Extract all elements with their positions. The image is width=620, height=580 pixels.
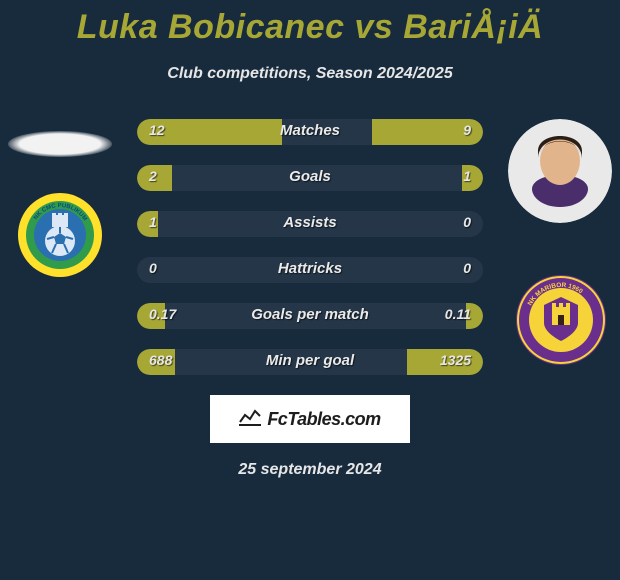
stat-row: 21Goals (137, 165, 483, 191)
stat-row: 00Hattricks (137, 257, 483, 283)
page-title: Luka Bobicanec vs BariÅ¡iÄ (0, 0, 620, 47)
club-crest-icon: NK CMC PUBLIKUM (18, 193, 102, 277)
comparison-bars: 129Matches 21Goals 10Assists 00Hattricks 0.1… (137, 119, 483, 375)
stat-label: Goals (137, 168, 483, 185)
brand-text: FcTables.com (267, 409, 380, 430)
club-badge-right: NK MARIBOR 1960 (516, 275, 606, 365)
stat-row: 0.170.11Goals per match (137, 303, 483, 329)
chart-icon (239, 408, 261, 431)
brand-badge: FcTables.com (210, 395, 410, 443)
stat-row: 10Assists (137, 211, 483, 237)
subtitle: Club competitions, Season 2024/2025 (0, 65, 620, 83)
club-badge-left: NK CMC PUBLIKUM (18, 193, 102, 277)
avatar-right (508, 119, 612, 223)
stat-label: Min per goal (137, 352, 483, 369)
stat-row: 6881325Min per goal (137, 349, 483, 375)
player-portrait-icon (508, 119, 612, 223)
stat-row: 129Matches (137, 119, 483, 145)
stat-label: Hattricks (137, 260, 483, 277)
avatar-left-placeholder (8, 131, 112, 157)
stat-label: Assists (137, 214, 483, 231)
club-crest-icon: NK MARIBOR 1960 (516, 275, 606, 365)
comparison-area: NK CMC PUBLIKUM NK MARIBOR 1960 129Match… (0, 119, 620, 375)
stat-label: Goals per match (137, 306, 483, 323)
date-text: 25 september 2024 (0, 461, 620, 479)
stat-label: Matches (137, 122, 483, 139)
